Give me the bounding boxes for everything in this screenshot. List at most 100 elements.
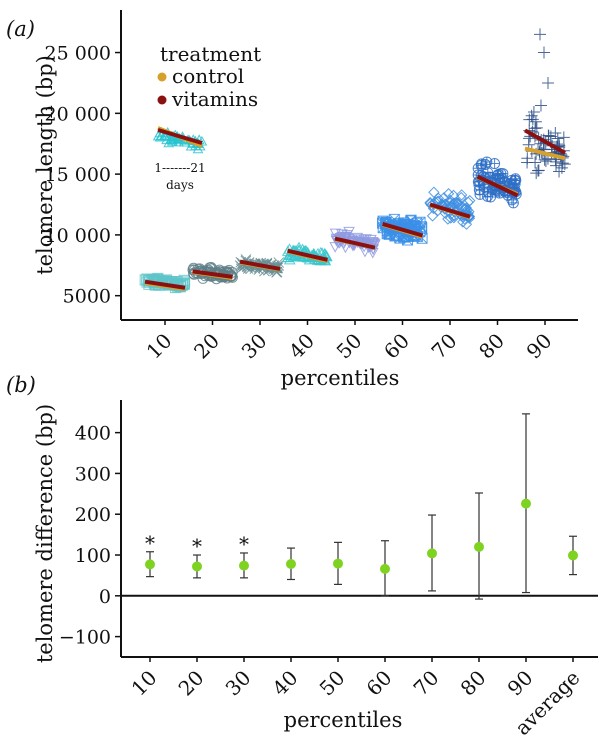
panel-a-x-tick-label: 30 xyxy=(237,329,272,364)
mean-point xyxy=(380,563,390,574)
panel-a-y-tick-label: 15 000 xyxy=(45,164,111,186)
inset-point xyxy=(152,130,164,141)
vitamins-trend-line xyxy=(334,236,376,250)
outlier-point xyxy=(534,28,546,41)
panel-b-x-tick-label: 30 xyxy=(221,666,256,701)
data-point xyxy=(521,152,534,165)
panel-b-x-tick-label: 60 xyxy=(362,666,397,701)
data-point xyxy=(329,228,342,240)
percentile-group-70 xyxy=(424,186,476,230)
panel-b-y-tick-label: 200 xyxy=(75,504,111,526)
inset-point xyxy=(165,133,177,144)
data-point xyxy=(444,197,456,209)
vitamins-trend-line xyxy=(287,248,328,262)
panel-b-x-tick-label: 80 xyxy=(456,666,491,701)
panel-b-x-tick-label: 20 xyxy=(174,666,209,701)
data-point xyxy=(525,109,538,122)
data-point xyxy=(482,167,494,179)
panel-a-y-axis-label: telomere length (bp) xyxy=(33,55,57,275)
percentile-group-80 xyxy=(472,156,522,209)
data-point xyxy=(557,131,570,144)
panel-a-y-tick-label: 10 000 xyxy=(45,225,111,247)
data-point xyxy=(542,129,555,142)
vitamins-trend-line xyxy=(524,128,566,155)
legend-vitamins-swatch xyxy=(157,95,167,105)
data-point xyxy=(549,126,562,139)
panel-a-x-tick-label: 90 xyxy=(522,329,557,364)
panel-b-data: * * * xyxy=(145,413,578,600)
panel-a-y-tick-label: 20 000 xyxy=(45,103,111,125)
legend-control-swatch xyxy=(157,72,167,82)
significance-marker: * xyxy=(239,532,249,556)
data-point xyxy=(530,167,543,180)
vitamins-trend-line xyxy=(429,202,471,219)
data-point xyxy=(366,238,379,249)
panel-b-x-tick-label: 40 xyxy=(268,666,303,701)
inset-vitamins-line xyxy=(157,128,203,145)
legend-inset-example xyxy=(152,126,208,154)
panel-a-x-axis-label: percentiles xyxy=(281,366,400,390)
mean-point xyxy=(568,550,578,561)
panel-a-x-tick-label: 80 xyxy=(474,329,509,364)
vitamins-trend-line xyxy=(381,222,424,238)
data-point xyxy=(444,194,457,207)
data-point xyxy=(424,197,437,210)
data-point xyxy=(530,121,543,134)
data-point xyxy=(405,214,417,226)
panel-a-y-tick-label: 25 000 xyxy=(45,43,111,65)
data-point xyxy=(529,122,542,135)
data-point xyxy=(534,99,547,112)
panel-a-x-tick-label: 10 xyxy=(142,329,177,364)
data-point xyxy=(497,168,509,180)
panel-b-y-tick-label: 0 xyxy=(99,586,111,608)
panel-b-y-tick-label: 400 xyxy=(75,423,111,445)
data-point xyxy=(550,159,563,172)
data-point xyxy=(473,184,485,196)
legend: treatment control vitamins 1-------21 da… xyxy=(152,42,261,192)
panel-b-x-tick-label: 90 xyxy=(503,666,538,701)
panel-a-y-tick-label: 5000 xyxy=(63,286,111,308)
data-point xyxy=(339,231,352,243)
panel-b-x-tick-label: 50 xyxy=(315,666,350,701)
data-point xyxy=(438,192,450,204)
panel-b-y-tick-label: −100 xyxy=(59,627,111,649)
mean-point xyxy=(286,558,296,569)
inset-point xyxy=(154,131,166,142)
mean-point xyxy=(521,498,531,509)
panel-b-x-tick-label: 10 xyxy=(127,666,162,701)
data-point xyxy=(489,158,501,170)
data-point xyxy=(507,197,519,209)
outlier-point xyxy=(542,76,554,89)
panel-a-x-tick-label: 70 xyxy=(427,329,462,364)
mean-point xyxy=(145,559,155,570)
inset-days-label: days xyxy=(166,178,194,192)
legend-vitamins-label: vitamins xyxy=(171,87,258,111)
panel-a-label: (a) xyxy=(6,17,35,41)
panel-a-x-tick-label: 20 xyxy=(189,329,224,364)
data-point xyxy=(139,274,151,286)
data-point xyxy=(553,165,566,178)
data-point xyxy=(538,153,551,166)
mean-point xyxy=(474,541,484,552)
panel-b-label: (b) xyxy=(6,373,36,397)
panel-b-y-tick-label: 300 xyxy=(75,463,111,485)
significance-marker: * xyxy=(145,531,155,555)
inset-day-range: 1-------21 xyxy=(154,161,205,175)
data-point xyxy=(532,164,545,177)
panel-b-y-axis-label: telomere difference (bp) xyxy=(33,404,57,663)
outlier-point xyxy=(538,46,550,59)
data-point xyxy=(405,214,417,226)
panel-b-x-axis-label: percentiles xyxy=(284,708,403,732)
panel-a-x-tick-label: 50 xyxy=(332,329,367,364)
panel-a-x-tick-label: 40 xyxy=(284,329,319,364)
mean-point xyxy=(427,548,437,559)
inset-point xyxy=(192,143,204,154)
vitamins-trend-line xyxy=(144,279,186,290)
significance-marker: * xyxy=(192,534,202,558)
vitamins-trend-line xyxy=(476,174,519,198)
percentile-group-90 xyxy=(521,28,571,180)
data-point xyxy=(506,174,518,186)
